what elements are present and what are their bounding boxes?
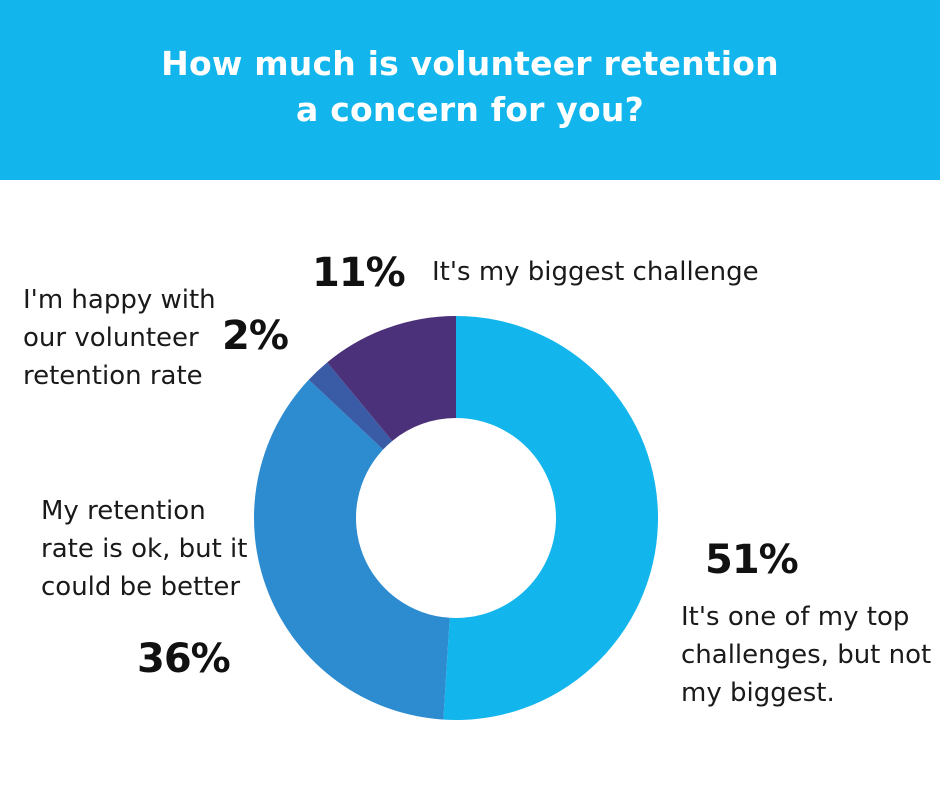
slice-desc-line: challenges, but not bbox=[681, 640, 932, 670]
slice-desc-line: rate is ok, but it bbox=[41, 534, 248, 564]
slice-happy bbox=[308, 362, 393, 450]
slice-desc-biggest-challenge: It's my biggest challenge bbox=[432, 253, 759, 291]
slice-desc-ok: My retention rate is ok, but it could be… bbox=[41, 492, 247, 606]
slice-desc-top-challenge: It's one of my top challenges, but not m… bbox=[681, 598, 931, 712]
slice-desc-line: I'm happy with bbox=[23, 285, 216, 315]
slice-value-label-happy: 2% bbox=[222, 313, 289, 359]
chart-title-line-1: How much is volunteer retention bbox=[161, 44, 779, 83]
slice-desc-line: retention rate bbox=[23, 361, 203, 391]
slice-top-challenge bbox=[443, 316, 659, 720]
chart-title-line-2: a concern for you? bbox=[296, 90, 644, 129]
slice-desc-line: could be better bbox=[41, 572, 241, 602]
slice-desc-happy: I'm happy with our volunteer retention r… bbox=[23, 281, 216, 395]
slice-value-label-top-challenge: 51% bbox=[705, 537, 799, 583]
slice-ok bbox=[254, 379, 450, 720]
slice-desc-line: My retention bbox=[41, 496, 206, 526]
slice-value-label-biggest-challenge: 11% bbox=[312, 250, 406, 296]
slice-value-label-ok: 36% bbox=[137, 636, 231, 682]
slice-biggest-challenge bbox=[327, 316, 456, 441]
slice-desc-line: It's one of my top bbox=[681, 602, 910, 632]
slice-desc-line: our volunteer bbox=[23, 323, 199, 353]
slice-desc-line: my biggest. bbox=[681, 678, 835, 708]
title-banner: How much is volunteer retention a concer… bbox=[0, 0, 940, 180]
slice-desc-line: It's my biggest challenge bbox=[432, 257, 759, 287]
